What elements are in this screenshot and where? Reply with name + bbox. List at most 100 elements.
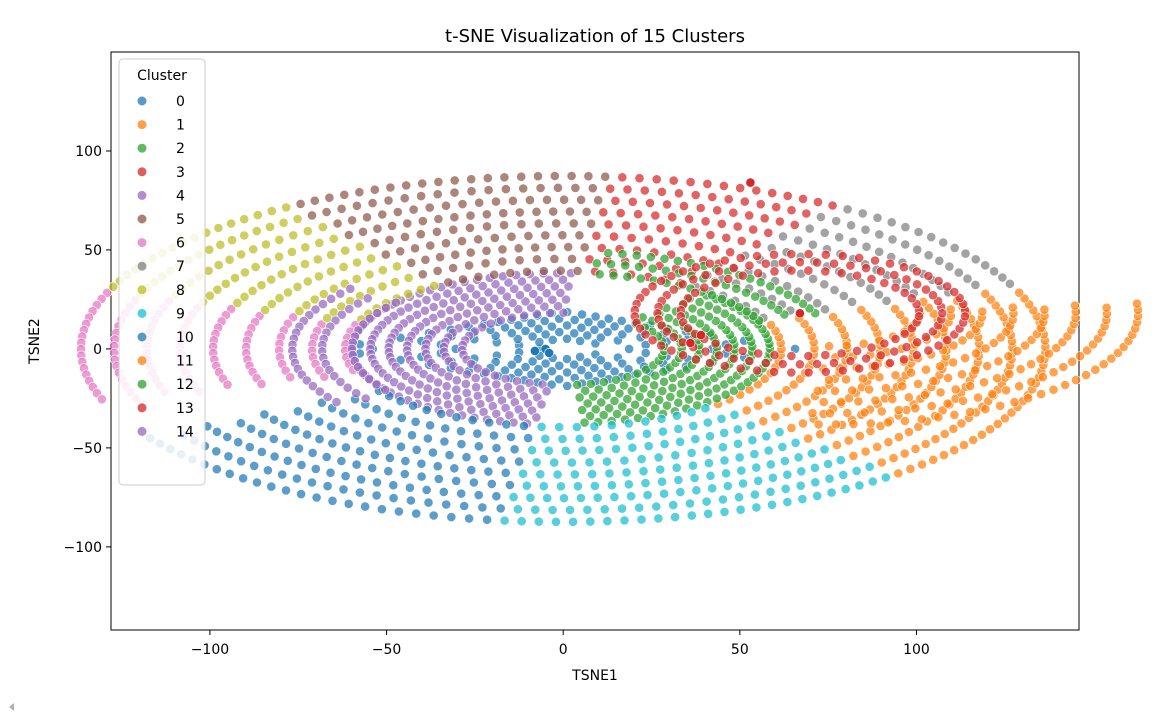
point-cluster-12 [647,263,658,274]
point-cluster-1 [920,439,931,449]
point-cluster-8 [204,244,215,255]
point-cluster-5 [416,191,426,201]
point-cluster-1 [832,440,842,450]
point-cluster-10 [262,465,273,476]
point-cluster-13 [710,278,721,288]
point-cluster-0 [526,318,537,329]
point-cluster-9 [549,457,560,468]
point-cluster-10 [257,428,267,439]
point-cluster-5 [474,197,485,208]
point-cluster-7 [938,237,949,248]
point-cluster-5 [410,243,420,254]
point-cluster-9 [617,503,627,514]
legend-label-7: 7 [176,259,185,275]
point-cluster-13 [890,333,901,344]
point-cluster-9 [851,465,862,476]
point-cluster-1 [968,435,979,445]
point-cluster-5 [387,220,398,231]
point-cluster-13 [852,270,862,281]
point-cluster-9 [584,457,595,468]
point-cluster-4 [419,305,430,316]
point-cluster-10 [425,420,435,431]
point-cluster-4 [470,373,481,383]
point-cluster-11 [977,306,988,317]
point-cluster-9 [619,515,630,526]
point-cluster-13 [666,271,677,281]
point-cluster-8 [213,223,224,233]
point-cluster-10 [212,426,222,437]
point-cluster-1 [959,440,969,450]
point-cluster-10 [491,491,502,502]
point-cluster-11 [989,338,999,348]
point-cluster-11 [1058,362,1069,372]
scroll-left-arrow-icon[interactable] [9,703,14,711]
point-cluster-4 [544,274,554,285]
point-cluster-11 [1014,381,1024,392]
point-cluster-9 [627,442,638,453]
point-cluster-11 [848,419,859,429]
point-cluster-11 [903,392,914,403]
point-cluster-4 [404,385,414,396]
point-cluster-9 [567,457,577,468]
point-cluster-6 [222,379,233,390]
point-cluster-4 [478,311,489,322]
y-tick-label: 50 [84,243,102,259]
point-cluster-5 [587,183,598,194]
point-cluster-1 [948,423,959,434]
point-cluster-9 [691,485,702,496]
point-cluster-10 [391,426,402,437]
point-cluster-0 [512,354,523,364]
point-cluster-3 [827,200,838,211]
point-cluster-8 [108,281,119,292]
point-cluster-13 [921,332,931,342]
point-cluster-5 [307,210,317,221]
point-cluster-8 [276,269,287,280]
point-cluster-9 [576,493,586,503]
point-cluster-2 [625,407,636,418]
point-cluster-8 [318,289,329,299]
point-cluster-10 [456,488,467,499]
point-cluster-7 [874,229,885,240]
point-cluster-10 [246,423,256,434]
point-cluster-2 [729,385,739,396]
point-cluster-4 [501,306,511,317]
point-cluster-11 [1101,302,1112,313]
point-cluster-7 [997,272,1008,283]
point-cluster-4 [389,377,400,388]
point-cluster-13 [870,361,880,371]
point-cluster-0 [547,334,558,345]
point-cluster-3 [645,198,655,208]
point-cluster-7 [900,222,911,232]
point-cluster-0 [640,348,651,358]
point-cluster-4 [412,298,423,309]
point-cluster-0 [562,354,572,364]
point-cluster-7 [842,204,853,215]
point-cluster-3 [782,190,793,201]
point-cluster-5 [408,204,419,215]
point-cluster-10 [310,463,321,474]
point-cluster-11 [1009,397,1020,407]
point-cluster-12 [798,298,808,309]
point-cluster-10 [235,418,246,429]
point-cluster-11 [1003,351,1014,362]
point-cluster-3 [709,244,720,254]
point-cluster-1 [828,312,838,322]
point-cluster-10 [316,397,327,408]
point-cluster-9 [560,445,571,456]
point-cluster-11 [1038,372,1048,382]
point-cluster-0 [554,327,565,337]
y-tick-label: 100 [75,144,102,160]
point-cluster-11 [1004,368,1015,379]
point-cluster-11 [1001,385,1011,396]
point-cluster-9 [602,456,612,467]
point-cluster-13 [911,350,922,361]
point-cluster-0 [520,325,531,336]
point-cluster-9 [838,469,849,480]
point-cluster-4 [503,277,514,288]
point-cluster-10 [296,489,306,499]
point-cluster-5 [572,265,583,276]
point-cluster-13 [786,265,797,276]
point-cluster-9 [565,505,575,515]
point-cluster-5 [533,218,544,229]
point-cluster-12 [734,302,745,312]
